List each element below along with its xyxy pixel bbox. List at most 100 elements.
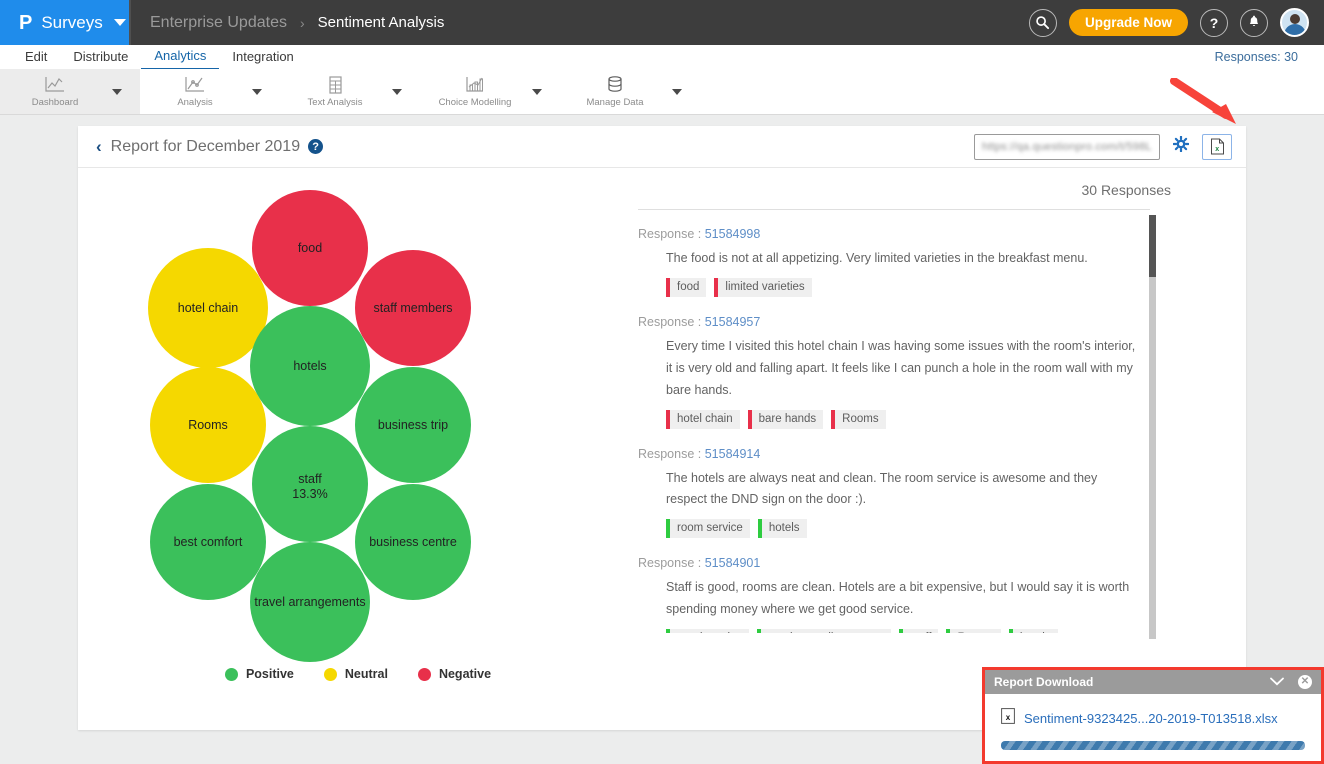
bubble-label: Rooms (188, 418, 228, 432)
sentiment-tag[interactable]: hotels (1008, 629, 1058, 633)
bubble-label: best comfort (174, 535, 243, 549)
response-id-line: Response : 51584914 (638, 446, 761, 461)
sentiment-tag[interactable]: hotel chain (666, 409, 740, 429)
responses-scrollbar-thumb[interactable] (1149, 215, 1156, 277)
main-nav: Edit Distribute Analytics Integration Re… (0, 44, 1324, 70)
line-chart-icon (43, 75, 67, 95)
breadcrumb: Enterprise Updates › Sentiment Analysis (131, 14, 444, 32)
sentiment-tag[interactable]: limited varieties (714, 277, 812, 297)
sentiment-tag[interactable]: room service (666, 519, 750, 539)
sentiment-tag[interactable]: staff (898, 629, 939, 633)
bubble-label: travel arrangements (254, 595, 365, 609)
notifications-bell-icon[interactable] (1240, 8, 1268, 37)
sentiment-tag-color-bar (898, 629, 903, 633)
sentiment-tag-label: hotels (768, 522, 800, 535)
bubble-rooms[interactable]: Rooms (150, 367, 266, 483)
svg-text:x: x (1006, 713, 1011, 722)
bubble-business-trip[interactable]: business trip (355, 367, 471, 483)
toolbar-caret-text-analysis[interactable] (392, 88, 402, 95)
breadcrumb-parent[interactable]: Enterprise Updates (150, 13, 287, 31)
legend-item-negative: Negative (417, 667, 492, 681)
responses-total-label: 30 Responses (1081, 182, 1171, 198)
upgrade-now-button[interactable]: Upgrade Now (1068, 9, 1188, 36)
toolbar-caret-manage-data[interactable] (672, 88, 682, 95)
nav-item-analytics[interactable]: Analytics (141, 44, 220, 70)
toolbar-group-dashboard: Dashboard (0, 69, 140, 114)
sentiment-tag-color-bar (666, 277, 670, 297)
bar-chart-icon (463, 75, 487, 95)
toolbar-item-dashboard[interactable]: Dashboard (0, 69, 110, 115)
toolbar-caret-analysis[interactable] (252, 88, 262, 95)
bubble-best-comfort[interactable]: best comfort (150, 484, 266, 600)
sentiment-tag-label: room service (677, 522, 743, 535)
gear-icon[interactable] (1172, 135, 1190, 157)
bubble-staff-members[interactable]: staff members (355, 250, 471, 366)
nav-item-edit[interactable]: Edit (25, 49, 48, 64)
response-tag-row: food limited varieties (666, 277, 1150, 297)
response-text: The food is not at all appetizing. Very … (666, 251, 1088, 265)
bubble-chart-svg[interactable]: food staff members hotel chain hotels Rooms b… (78, 168, 638, 688)
toolbar-item-text-analysis[interactable]: Text Analysis (280, 69, 390, 115)
toolbar-item-analysis[interactable]: Analysis (140, 69, 250, 115)
avatar[interactable] (1280, 8, 1309, 37)
close-icon[interactable]: ✕ (1298, 675, 1312, 689)
legend-label-negative: Negative (438, 667, 492, 681)
report-url-field[interactable]: https://qa.questionpro.com/t/598L (974, 133, 1160, 160)
brand-surveys-menu[interactable]: P Surveys (0, 0, 129, 45)
bubble-food[interactable]: food (252, 190, 368, 306)
sentiment-tag[interactable]: bare hands (747, 409, 824, 429)
report-card: ‹ Report for December 2019 ? https://qa.… (78, 126, 1246, 730)
response-id-line: Response : 51584998 (638, 227, 761, 241)
response-id[interactable]: 51584957 (704, 314, 761, 329)
toolbar-item-manage-data[interactable]: Manage Data (560, 69, 670, 115)
bubble-label: hotel chain (178, 301, 239, 315)
bubble-travel-arrangements[interactable]: travel arrangements (250, 542, 370, 662)
response-id[interactable]: 51584901 (704, 556, 761, 571)
sentiment-tag[interactable]: hotels (757, 519, 807, 539)
sentiment-tag-color-bar (666, 519, 670, 539)
help-icon[interactable]: ? (1200, 8, 1228, 37)
legend-dot-negative (417, 667, 431, 681)
nav-item-distribute[interactable]: Distribute (73, 49, 129, 64)
export-excel-button[interactable]: x (1202, 133, 1232, 160)
bubble-hotel-chain[interactable]: hotel chain (148, 248, 268, 368)
bubble-hotels[interactable]: hotels (250, 306, 370, 426)
sentiment-tag-color-bar (1008, 629, 1013, 633)
responses-list[interactable]: Response : 51584998 The food is not at al… (638, 209, 1150, 633)
toolbar-caret-dashboard[interactable] (112, 88, 122, 95)
back-chevron-icon[interactable]: ‹ (96, 136, 102, 156)
page-title: Report for December 2019 (110, 137, 301, 155)
sentiment-tag[interactable]: Rooms (946, 629, 1001, 633)
report-url-value: https://qa.questionpro.com/t/598L (982, 140, 1152, 153)
bubble-circle (250, 542, 370, 662)
response-id[interactable]: 51584914 (704, 446, 761, 461)
downloaded-file-row: x Sentiment-9323425...20-2019-T013518.xl… (1001, 708, 1305, 729)
sentiment-tag[interactable]: good service (666, 629, 750, 633)
nav-item-integration[interactable]: Integration (232, 49, 294, 64)
report-download-body: x Sentiment-9323425...20-2019-T013518.xl… (985, 694, 1321, 761)
downloaded-file-name[interactable]: Sentiment-9323425...20-2019-T013518.xlsx (1024, 711, 1278, 726)
sentiment-tag[interactable]: Rooms (831, 409, 886, 429)
top-bar: P Surveys Enterprise Updates › Sentiment… (0, 0, 1324, 45)
sentiment-tag[interactable]: food (666, 277, 707, 297)
sentiment-tag-color-bar (831, 409, 836, 429)
toolbar-label-text-analysis: Text Analysis (307, 97, 363, 108)
legend-dot-positive (224, 667, 238, 681)
report-download-header: Report Download ✕ (985, 670, 1321, 694)
response-item: Response : 51584901 Staff is good, rooms … (638, 556, 1150, 633)
toolbar-item-choice-modelling[interactable]: Choice Modelling (420, 69, 530, 115)
bubble-label: staff (298, 472, 322, 486)
search-icon[interactable] (1028, 8, 1057, 37)
chevron-down-icon[interactable] (1270, 673, 1284, 691)
toolbar-group-manage-data: Manage Data (560, 69, 700, 114)
response-id[interactable]: 51584998 (704, 227, 761, 241)
toolbar-group-text-analysis: Text Analysis (280, 69, 420, 114)
toolbar-caret-choice-modelling[interactable] (532, 88, 542, 95)
bubble-business-centre[interactable]: business centre (355, 484, 471, 600)
help-icon[interactable]: ? (308, 139, 324, 154)
response-tag-row: room service hotels (666, 519, 1150, 539)
sentiment-tag[interactable]: worth spending money (757, 629, 891, 633)
responses-scrollbar-track[interactable] (1149, 215, 1156, 639)
sentiment-bubble-chart: food staff members hotel chain hotels Rooms b… (78, 168, 638, 729)
